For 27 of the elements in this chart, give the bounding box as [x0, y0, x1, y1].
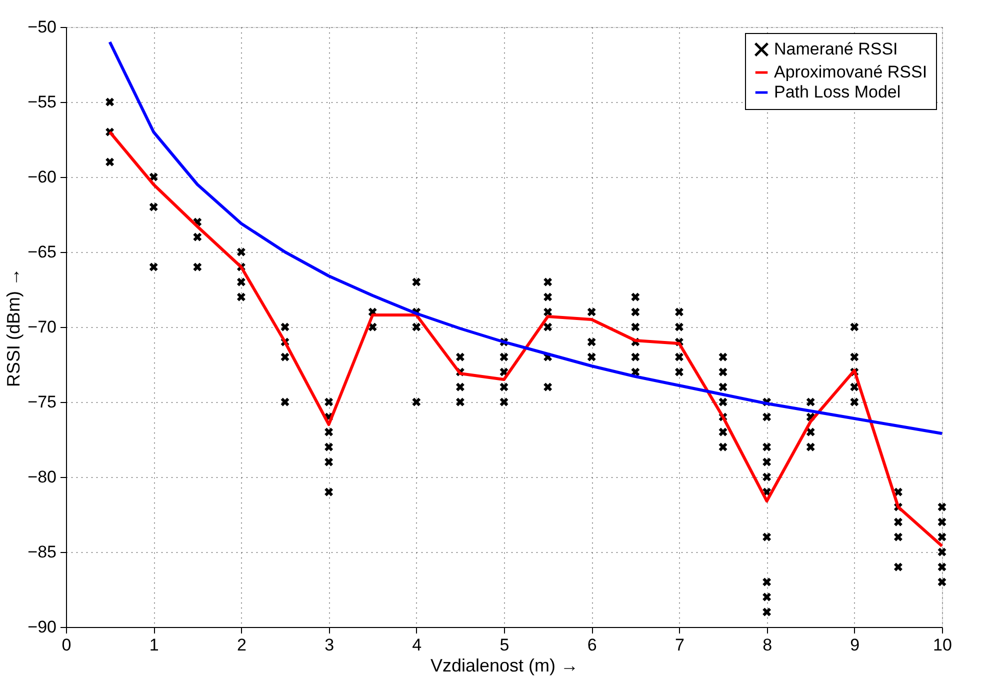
x-tick-label: 1 [149, 636, 159, 654]
x-tick-label: 6 [587, 636, 597, 654]
y-tick-label: −85 [28, 542, 56, 562]
x-tick-label: 9 [850, 636, 860, 654]
y-tick-label: −80 [28, 468, 56, 486]
line-series [108, 130, 944, 548]
y-tick-label: −70 [28, 318, 56, 336]
legend-label: Aproximované RSSI [774, 62, 928, 82]
x-tick-label: 2 [236, 636, 246, 654]
y-tick-label: −60 [28, 168, 56, 186]
x-axis-title: Vzdialenost (m) → [430, 656, 579, 676]
y-tick-label: −50 [28, 18, 56, 36]
y-axis-title: RSSI (dBm) → [4, 268, 24, 388]
line-series [108, 40, 944, 435]
y-tick-label: −75 [28, 392, 56, 412]
x-tick-label: 3 [324, 636, 334, 654]
x-tick-label: 4 [412, 636, 422, 654]
y-tick-label: −90 [28, 618, 56, 636]
x-tick-label: 8 [762, 636, 772, 654]
x-tick-label: 5 [500, 636, 510, 654]
x-tick-label: 0 [62, 636, 72, 654]
y-tick-label: −65 [28, 242, 56, 262]
legend-label: Namerané RSSI [774, 40, 898, 58]
x-tick-label: 7 [674, 636, 684, 654]
y-tick-label: −55 [28, 92, 56, 112]
x-tick-label: 10 [933, 636, 952, 654]
legend-label: Path Loss Model [774, 82, 901, 102]
